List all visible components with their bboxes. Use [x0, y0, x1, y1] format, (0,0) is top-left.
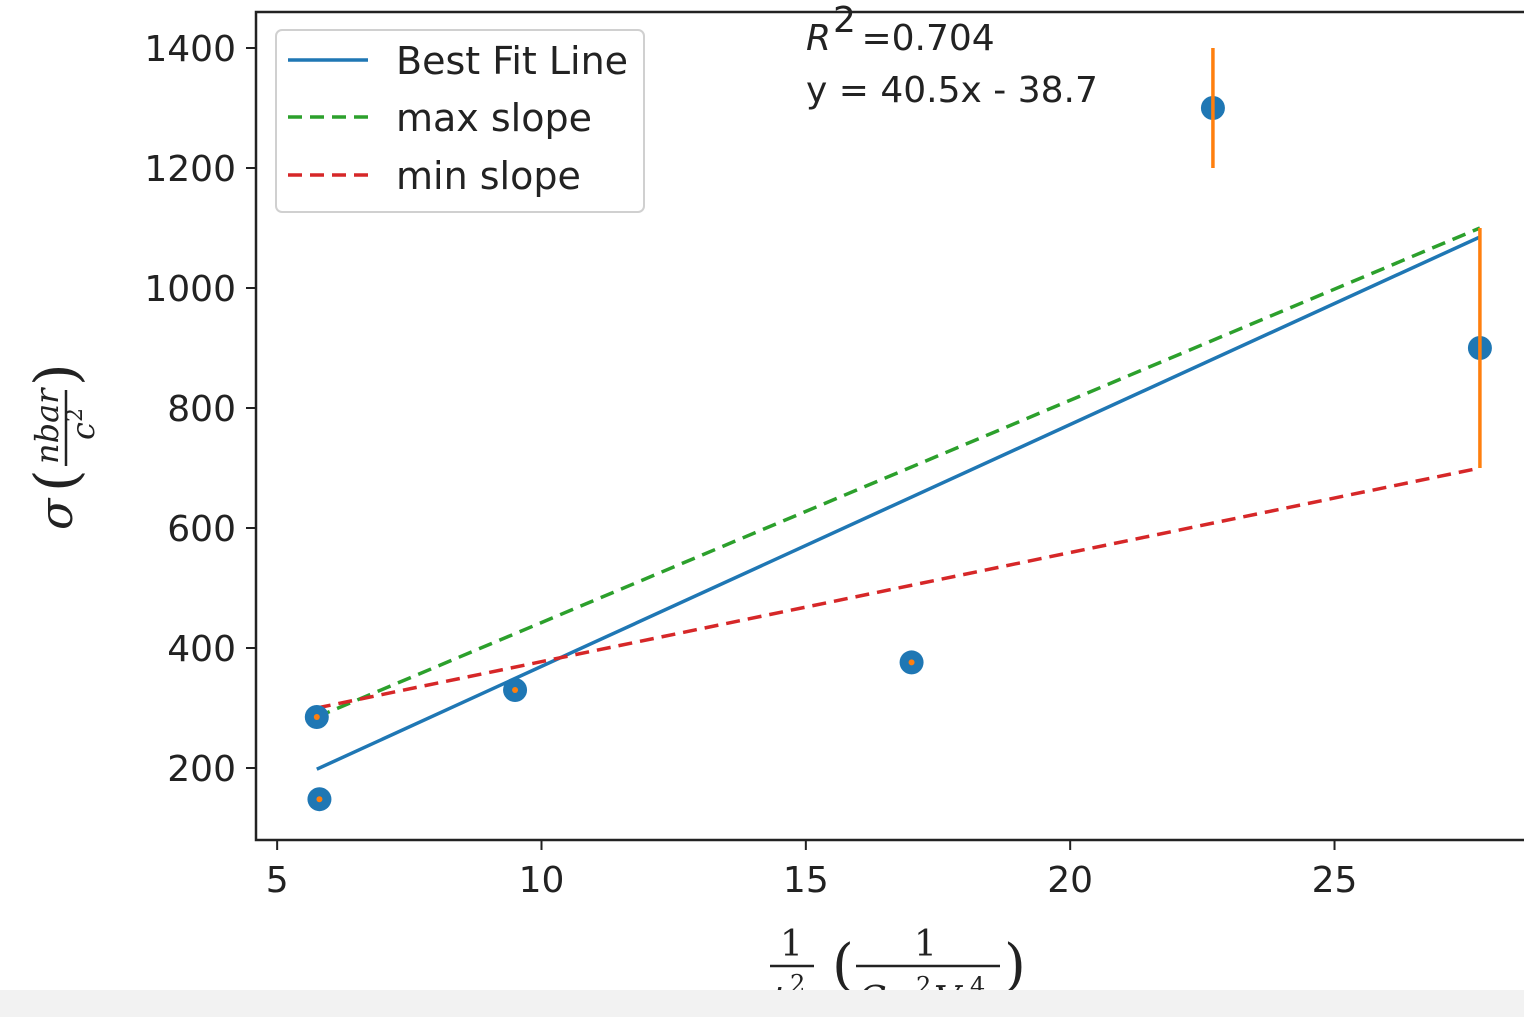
y-tick-label: 200	[167, 749, 236, 790]
r-squared-exponent: 2	[833, 0, 856, 41]
y-axis-label-close-paren: )	[22, 363, 90, 386]
fit-equation: y = 40.5x - 38.7	[806, 70, 1098, 111]
y-axis-label-denominator-exponent: 2	[63, 408, 88, 422]
y-tick-label: 1400	[144, 29, 236, 70]
y-axis-label-symbol: σ	[29, 497, 83, 530]
series-line-max-slope	[316, 226, 1481, 719]
plot-area-frame	[254, 10, 1524, 842]
legend-label-best-fit: Best Fit Line	[396, 39, 628, 83]
legend-label-max-slope: max slope	[396, 96, 592, 140]
x-axis-label-unit-numerator: 1	[914, 924, 937, 965]
r-squared-label: R	[806, 18, 831, 59]
series-layer	[316, 226, 1481, 771]
y-axis-label: σ ( nbar c 2 )	[22, 363, 102, 530]
error-bar-marker	[316, 796, 323, 803]
y-tick-label: 1200	[144, 149, 236, 190]
points-layer	[304, 48, 1492, 812]
x-axis-label-open-paren: (	[832, 933, 854, 998]
y-axis: 200 400 600 800 1000 1200 1400	[144, 29, 256, 790]
y-tick-label: 400	[167, 629, 236, 670]
x-axis-label-numerator: 1	[780, 924, 803, 965]
y-tick-label: 800	[167, 389, 236, 430]
y-axis-label-numerator: nbar	[28, 387, 66, 464]
x-tick-label: 10	[519, 860, 565, 901]
error-bar-marker	[313, 714, 320, 720]
error-bar-marker	[512, 687, 519, 693]
legend-label-min-slope: min slope	[396, 154, 581, 198]
bottom-strip	[0, 990, 1524, 1017]
x-tick-label: 20	[1047, 860, 1093, 901]
x-axis-label-close-paren: )	[1004, 933, 1026, 998]
series-line-best-fit-line	[316, 235, 1481, 771]
x-tick-label: 5	[266, 860, 289, 901]
r-squared-value: =0.704	[850, 18, 995, 59]
y-tick-label: 600	[167, 509, 236, 550]
legend: Best Fit Line max slope min slope	[275, 29, 645, 213]
x-tick-label: 15	[783, 860, 829, 901]
error-bar-marker	[908, 659, 915, 666]
legend-box	[275, 29, 645, 213]
x-tick-label: 25	[1312, 860, 1358, 901]
fit-annotation: R 2 =0.704 y = 40.5x - 38.7	[806, 0, 1098, 111]
y-axis-label-denominator: c	[64, 422, 102, 440]
y-tick-label: 1000	[144, 269, 236, 310]
x-axis: 5 10 15 20 25	[266, 840, 1358, 901]
y-axis-label-open-paren: (	[22, 469, 90, 492]
